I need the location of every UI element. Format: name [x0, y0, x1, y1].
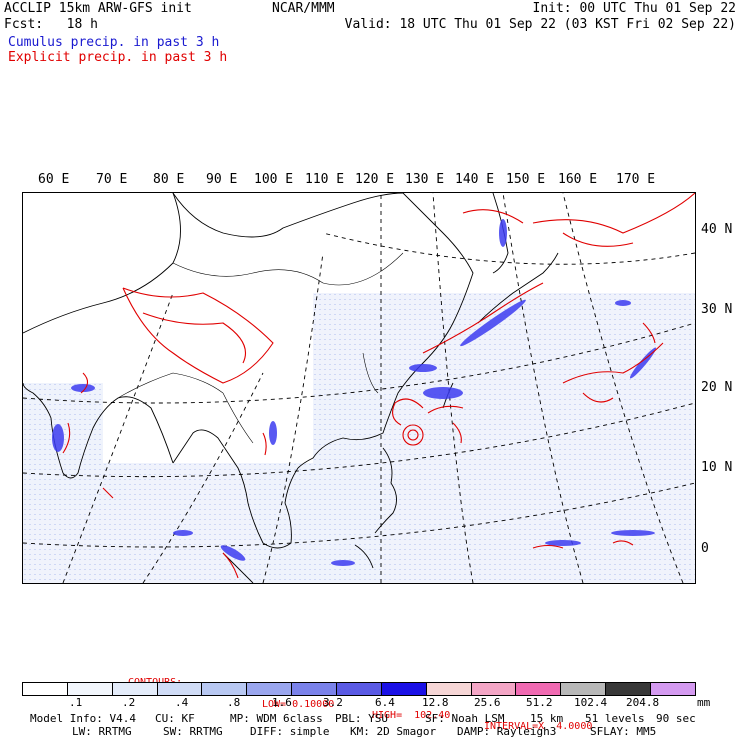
colorbar-swatch — [23, 683, 68, 695]
lat-label: 10 N — [701, 460, 733, 475]
lon-label: 110 E — [305, 172, 345, 187]
colorbar-tick: 6.4 — [375, 696, 395, 709]
legend-cumulus: Cumulus precip. in past 3 h — [8, 35, 220, 50]
colorbar-swatch — [202, 683, 248, 695]
forecast-hour: Fcst: 18 h — [4, 17, 98, 32]
lon-label: 90 E — [206, 172, 238, 187]
lon-label: 70 E — [96, 172, 128, 187]
levels: 51 levels — [585, 712, 645, 725]
colorbar-swatch — [381, 683, 427, 695]
colorbar-swatch — [292, 683, 338, 695]
colorbar-tick: 1.6 — [272, 696, 292, 709]
sflay-scheme: SFLAY: MM5 — [590, 725, 657, 738]
contours-interval: INTERVAL=X 4.0000 — [484, 721, 593, 732]
contours-low: LOW= 0.10000 — [262, 699, 335, 710]
lon-label: 170 E — [616, 172, 656, 187]
colorbar-tick: .4 — [175, 696, 189, 709]
init-time: Init: 00 UTC Thu 01 Sep 22 — [532, 1, 737, 16]
explicit-precip — [62, 193, 695, 579]
lon-label: 120 E — [355, 172, 395, 187]
borders — [117, 252, 404, 444]
colorbar-swatch — [651, 683, 695, 695]
institution: NCAR/MMM — [272, 1, 335, 16]
damp-scheme: DAMP: Rayleigh3 — [457, 725, 557, 738]
colorbar-swatch — [516, 683, 562, 695]
lon-label: 160 E — [558, 172, 598, 187]
colorbar-swatch — [247, 683, 293, 695]
lon-label: 150 E — [506, 172, 546, 187]
resolution: 15 km — [530, 712, 564, 725]
colorbar-swatch — [337, 683, 382, 695]
colorbar-tick: 25.6 — [474, 696, 501, 709]
colorbar-swatch — [471, 683, 517, 695]
colorbar-swatch — [606, 683, 652, 695]
colorbar-swatch — [157, 683, 203, 695]
precip-map — [22, 192, 696, 584]
mp-scheme: MP: WDM 6class — [230, 712, 323, 725]
colorbar-tick: 51.2 — [526, 696, 553, 709]
diff-scheme: DIFF: simple — [250, 725, 330, 738]
timestep: 90 sec — [656, 712, 696, 725]
colorbar-swatch — [426, 683, 472, 695]
lat-label: 20 N — [701, 380, 733, 395]
contours-high: HIGH= 102.40 — [372, 710, 451, 721]
sf-scheme: SF: Noah LSM — [425, 712, 505, 725]
sw-scheme: SW: RRTMG — [163, 725, 223, 738]
lon-label: 140 E — [455, 172, 495, 187]
cu-scheme: CU: KF — [155, 712, 195, 725]
colorbar-swatch — [67, 683, 113, 695]
colorbar-tick: .8 — [227, 696, 241, 709]
colorbar-tick: .2 — [122, 696, 136, 709]
colorbar-swatch — [112, 683, 158, 695]
lon-label: 130 E — [405, 172, 445, 187]
model-info: Model Info: V4.4 — [30, 712, 136, 725]
colorbar-tick: 3.2 — [323, 696, 343, 709]
lon-label: 80 E — [153, 172, 185, 187]
colorbar-swatch — [561, 683, 607, 695]
colorbar-unit: mm — [697, 696, 711, 709]
colorbar-tick: 12.8 — [422, 696, 449, 709]
lw-scheme: LW: RRTMG — [72, 725, 132, 738]
lat-label: 0 — [701, 541, 709, 556]
precip-colorbar — [22, 682, 696, 696]
coastlines — [23, 193, 559, 583]
map-canvas — [23, 193, 695, 583]
run-title: ACCLIP 15km ARW-GFS init — [4, 1, 192, 16]
lat-label: 30 N — [701, 302, 733, 317]
colorbar-tick: 204.8 — [626, 696, 660, 709]
lon-label: 100 E — [254, 172, 294, 187]
colorbar-tick: .1 — [69, 696, 83, 709]
cumulus-wash — [23, 293, 695, 583]
longitude-labels: 60 E 70 E 80 E 90 E 100 E 110 E 120 E 13… — [0, 172, 740, 188]
valid-time: Valid: 18 UTC Thu 01 Sep 22 (03 KST Fri … — [344, 17, 736, 32]
lat-label: 40 N — [701, 222, 733, 237]
legend-explicit: Explicit precip. in past 3 h — [8, 50, 228, 65]
lon-label: 60 E — [38, 172, 70, 187]
pbl-scheme: PBL: YSU — [335, 712, 388, 725]
cumulus-precip — [52, 219, 657, 566]
km-scheme: KM: 2D Smagor — [350, 725, 437, 738]
colorbar-tick: 102.4 — [574, 696, 608, 709]
